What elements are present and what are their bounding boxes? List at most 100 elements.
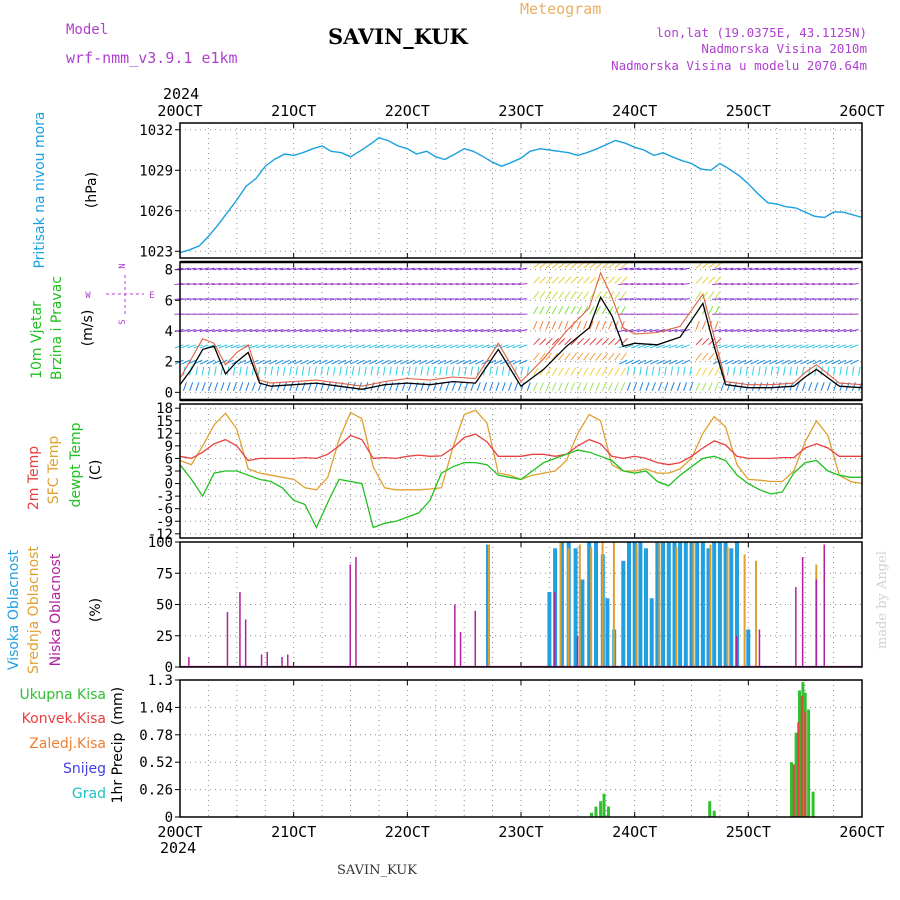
wind-barb xyxy=(418,328,428,333)
wind-barb xyxy=(231,344,240,349)
wind-barb xyxy=(368,328,378,333)
wind-barb xyxy=(505,267,515,271)
wind-barb xyxy=(743,267,753,271)
wind-barb xyxy=(336,282,347,286)
wind-barb xyxy=(726,382,731,391)
wind-barb xyxy=(545,338,553,346)
wind-barb xyxy=(589,276,597,284)
wind-barb xyxy=(374,282,384,286)
wind-barb xyxy=(187,344,197,349)
wind-barb xyxy=(518,282,528,286)
wind-panel: 0 2 4 6 8 xyxy=(165,260,863,401)
wind-barb xyxy=(758,382,763,391)
wind-barb xyxy=(824,267,834,271)
cloud-low-bar xyxy=(266,652,268,667)
wind-barb xyxy=(424,344,434,349)
wind-barb xyxy=(655,267,665,271)
wind-barb xyxy=(820,382,825,391)
wind-barb xyxy=(405,282,415,286)
wind-barb xyxy=(576,352,584,361)
wind-barb xyxy=(712,328,722,333)
wind-barb xyxy=(714,261,723,269)
wind-barb xyxy=(787,267,797,271)
cloud-high-ylabel: Visoka Oblacnost xyxy=(6,549,22,670)
wind-barb xyxy=(781,359,791,365)
wind-barb xyxy=(624,344,634,349)
wind-barb xyxy=(608,367,614,376)
wind-barb xyxy=(274,267,284,271)
cloud-mid-ylabel: Srednja Oblacnost xyxy=(26,546,42,674)
panel-background xyxy=(180,680,862,817)
wind-barb xyxy=(356,359,365,365)
wind-barb xyxy=(430,328,440,333)
cloud-high-bar xyxy=(700,542,705,667)
x-tick-label-bottom: 21OCT xyxy=(271,823,316,841)
wind-barb xyxy=(670,366,674,376)
wind-barb xyxy=(764,382,769,391)
wind-barb xyxy=(701,291,709,300)
y-tick-label: 6 xyxy=(165,293,173,309)
cloud-low-bar xyxy=(474,610,476,668)
precip-total-bar xyxy=(602,793,606,817)
wind-barb xyxy=(301,366,305,376)
wind-barb xyxy=(237,267,247,271)
precip-total-bar xyxy=(712,810,716,817)
wind-barb xyxy=(774,267,784,271)
precip-legend: Ukupna Kisa Konvek.Kisa Zaledj.Kisa Snij… xyxy=(19,687,106,802)
wind-barb xyxy=(551,306,558,315)
cloud-low-bar xyxy=(823,544,825,667)
wind-barb xyxy=(724,282,734,286)
wind-barb xyxy=(255,267,265,271)
cloud-high-bar xyxy=(638,542,643,667)
wind-barb xyxy=(195,366,198,376)
wind-barb xyxy=(206,359,215,365)
wind-barb xyxy=(718,344,728,349)
precip-total-bar xyxy=(590,812,593,817)
wind-barb xyxy=(455,328,465,333)
wind-barb xyxy=(843,344,853,349)
wind-barb xyxy=(393,328,403,333)
wind-barb xyxy=(493,328,503,333)
wind-barb xyxy=(718,267,728,271)
compass-west: W xyxy=(85,291,91,301)
wind-barb xyxy=(362,344,372,349)
wind-barb xyxy=(386,282,397,286)
wind-barb xyxy=(270,366,273,376)
cloud-mid-bar xyxy=(675,547,678,667)
wind-barb xyxy=(224,344,234,349)
wind-barb xyxy=(695,338,703,346)
wind-barb xyxy=(737,344,747,349)
wind-barb xyxy=(650,359,659,365)
wind-barb xyxy=(449,328,459,333)
wind-barb xyxy=(631,344,640,349)
wind-barb xyxy=(207,382,212,391)
wind-barb xyxy=(793,267,803,271)
wind-barb xyxy=(558,306,564,315)
wind-barb xyxy=(576,382,582,392)
wind-barb xyxy=(207,366,211,376)
wind-barb xyxy=(261,282,271,286)
wind-barb xyxy=(474,344,484,349)
wind-barb xyxy=(768,344,778,349)
wind-barb xyxy=(837,267,847,271)
wind-barb xyxy=(289,366,292,376)
pressure-panel: 1023 1026 1029 1032 xyxy=(139,122,863,260)
wind-barb xyxy=(558,320,563,330)
wind-barb xyxy=(349,344,359,349)
wind-barb xyxy=(339,366,342,376)
wind-barb xyxy=(637,267,647,271)
wind-barb xyxy=(601,367,608,376)
wind-barb xyxy=(499,328,509,333)
y-tick-label: 0.78 xyxy=(139,728,173,744)
wind-barb xyxy=(708,338,716,346)
wind-barb xyxy=(793,344,803,349)
wind-barb xyxy=(595,352,602,361)
precip-total-bar xyxy=(790,762,793,817)
wind-barb xyxy=(426,366,430,376)
wind-barb xyxy=(818,359,828,365)
wind-barb xyxy=(418,267,428,271)
wind-barb xyxy=(751,366,755,376)
wind-barb xyxy=(614,320,619,330)
wind-barb xyxy=(199,344,209,349)
precip-convective-bar xyxy=(800,695,803,817)
